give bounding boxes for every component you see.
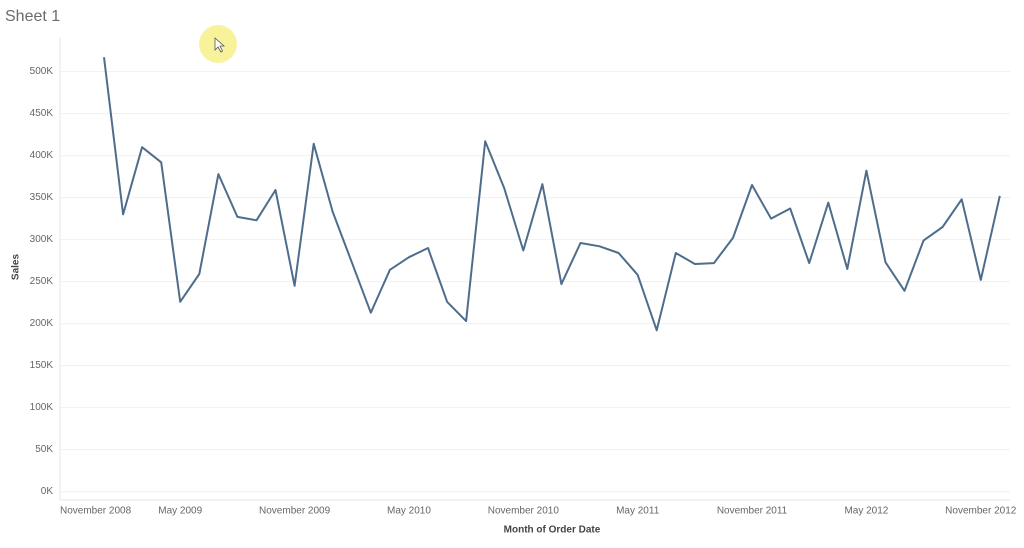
mouse-cursor: [214, 37, 226, 53]
x-tick-label: May 2011: [616, 506, 660, 517]
y-tick-label: 200K: [30, 318, 54, 329]
y-tick-label: 100K: [30, 402, 54, 413]
y-tick-label: 50K: [35, 444, 53, 455]
x-tick-label: November 2012: [945, 506, 1017, 517]
sales-line: [103, 57, 1001, 332]
x-tick-label: November 2010: [488, 506, 560, 517]
y-tick-label: 300K: [30, 234, 54, 245]
x-tick-label: May 2012: [844, 506, 888, 517]
y-tick-label: 150K: [30, 360, 54, 371]
x-tick-label: May 2009: [158, 506, 202, 517]
y-tick-label: 0K: [41, 486, 54, 497]
sheet-title: Sheet 1: [5, 8, 60, 25]
x-tick-label: November 2009: [259, 506, 331, 517]
x-tick-label: May 2010: [387, 506, 431, 517]
y-tick-label: 500K: [30, 66, 54, 77]
y-tick-label: 250K: [30, 276, 54, 287]
x-axis-title: Month of Order Date: [504, 525, 601, 536]
y-axis-title: Sales: [11, 253, 22, 280]
y-tick-label: 350K: [30, 192, 54, 203]
x-tick-label: November 2011: [717, 506, 788, 517]
y-tick-label: 450K: [30, 108, 54, 119]
y-tick-label: 400K: [30, 150, 54, 161]
x-tick-label: November 2008: [60, 506, 132, 517]
